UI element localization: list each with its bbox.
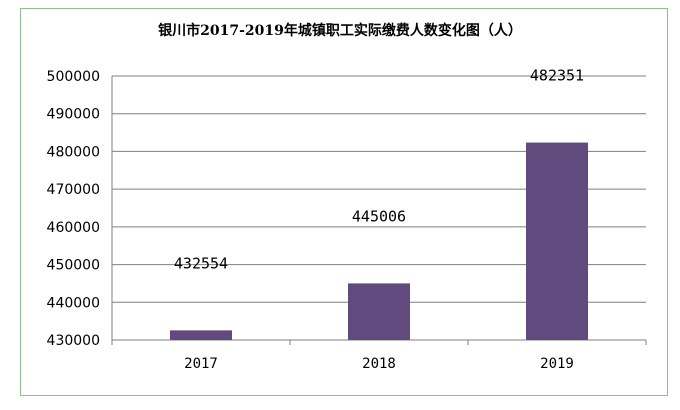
y-tick-label: 440000 [47, 295, 100, 311]
x-tick-labels: 2017 2018 2019 [184, 356, 574, 372]
bar-2018 [348, 283, 410, 340]
y-tick-label: 480000 [47, 144, 100, 160]
data-label-2018: 445006 [352, 207, 406, 225]
x-tick-label: 2017 [184, 356, 218, 372]
y-tick-labels: 430000 440000 450000 460000 470000 480000 4900… [47, 69, 100, 349]
data-label-2019: 482351 [530, 67, 584, 85]
y-tick-label: 470000 [47, 182, 100, 198]
data-label-2017: 432554 [174, 254, 228, 272]
y-tick-label: 430000 [47, 333, 100, 349]
chart-title: 银川市2017-2019年城镇职工实际缴费人数变化图（人） [158, 23, 522, 39]
bar-2017 [170, 330, 232, 340]
y-tick-label: 450000 [47, 258, 100, 274]
bars [170, 142, 588, 340]
x-tick-label: 2018 [362, 356, 396, 372]
x-tick-label: 2019 [540, 356, 574, 372]
y-tick-label: 460000 [47, 220, 100, 236]
y-tick-label: 490000 [47, 107, 100, 123]
y-tick-label: 500000 [47, 69, 100, 85]
bar-2019 [526, 142, 588, 340]
data-labels: 432554 445006 482351 [174, 67, 584, 273]
